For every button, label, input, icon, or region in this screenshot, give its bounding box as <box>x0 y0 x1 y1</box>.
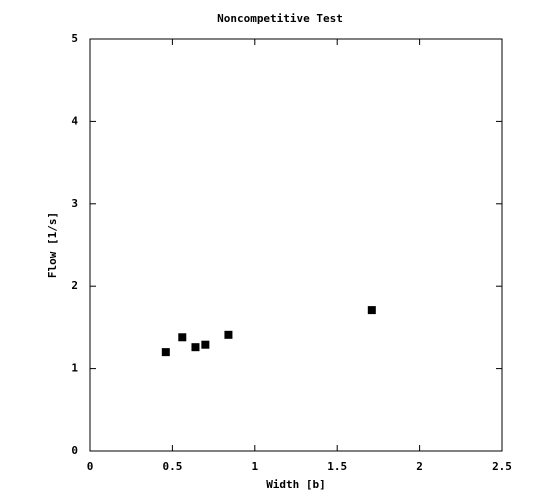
plot-frame <box>89 38 503 452</box>
point <box>224 330 233 339</box>
x-tick-label: 1.5 <box>327 460 347 473</box>
y-tick-label: 5 <box>71 32 78 45</box>
x-tick-label: 2 <box>416 460 423 473</box>
x-axis-label: Width [b] <box>266 478 326 491</box>
x-tick-label: 1 <box>251 460 258 473</box>
point <box>367 306 376 315</box>
point <box>178 333 187 342</box>
y-tick-label: 1 <box>71 362 78 375</box>
point <box>201 340 210 349</box>
point <box>191 343 200 352</box>
x-tick-label: 2.5 <box>492 460 512 473</box>
chart-title: Noncompetitive Test <box>217 12 343 25</box>
y-tick-label: 3 <box>71 197 78 210</box>
y-axis-label: Flow [1/s] <box>46 212 59 278</box>
y-tick-label: 2 <box>71 279 78 292</box>
y-tick-label: 0 <box>71 444 78 457</box>
x-tick-label: 0.5 <box>162 460 182 473</box>
x-tick-label: 0 <box>87 460 94 473</box>
point <box>161 348 170 357</box>
y-tick-label: 4 <box>71 114 78 127</box>
